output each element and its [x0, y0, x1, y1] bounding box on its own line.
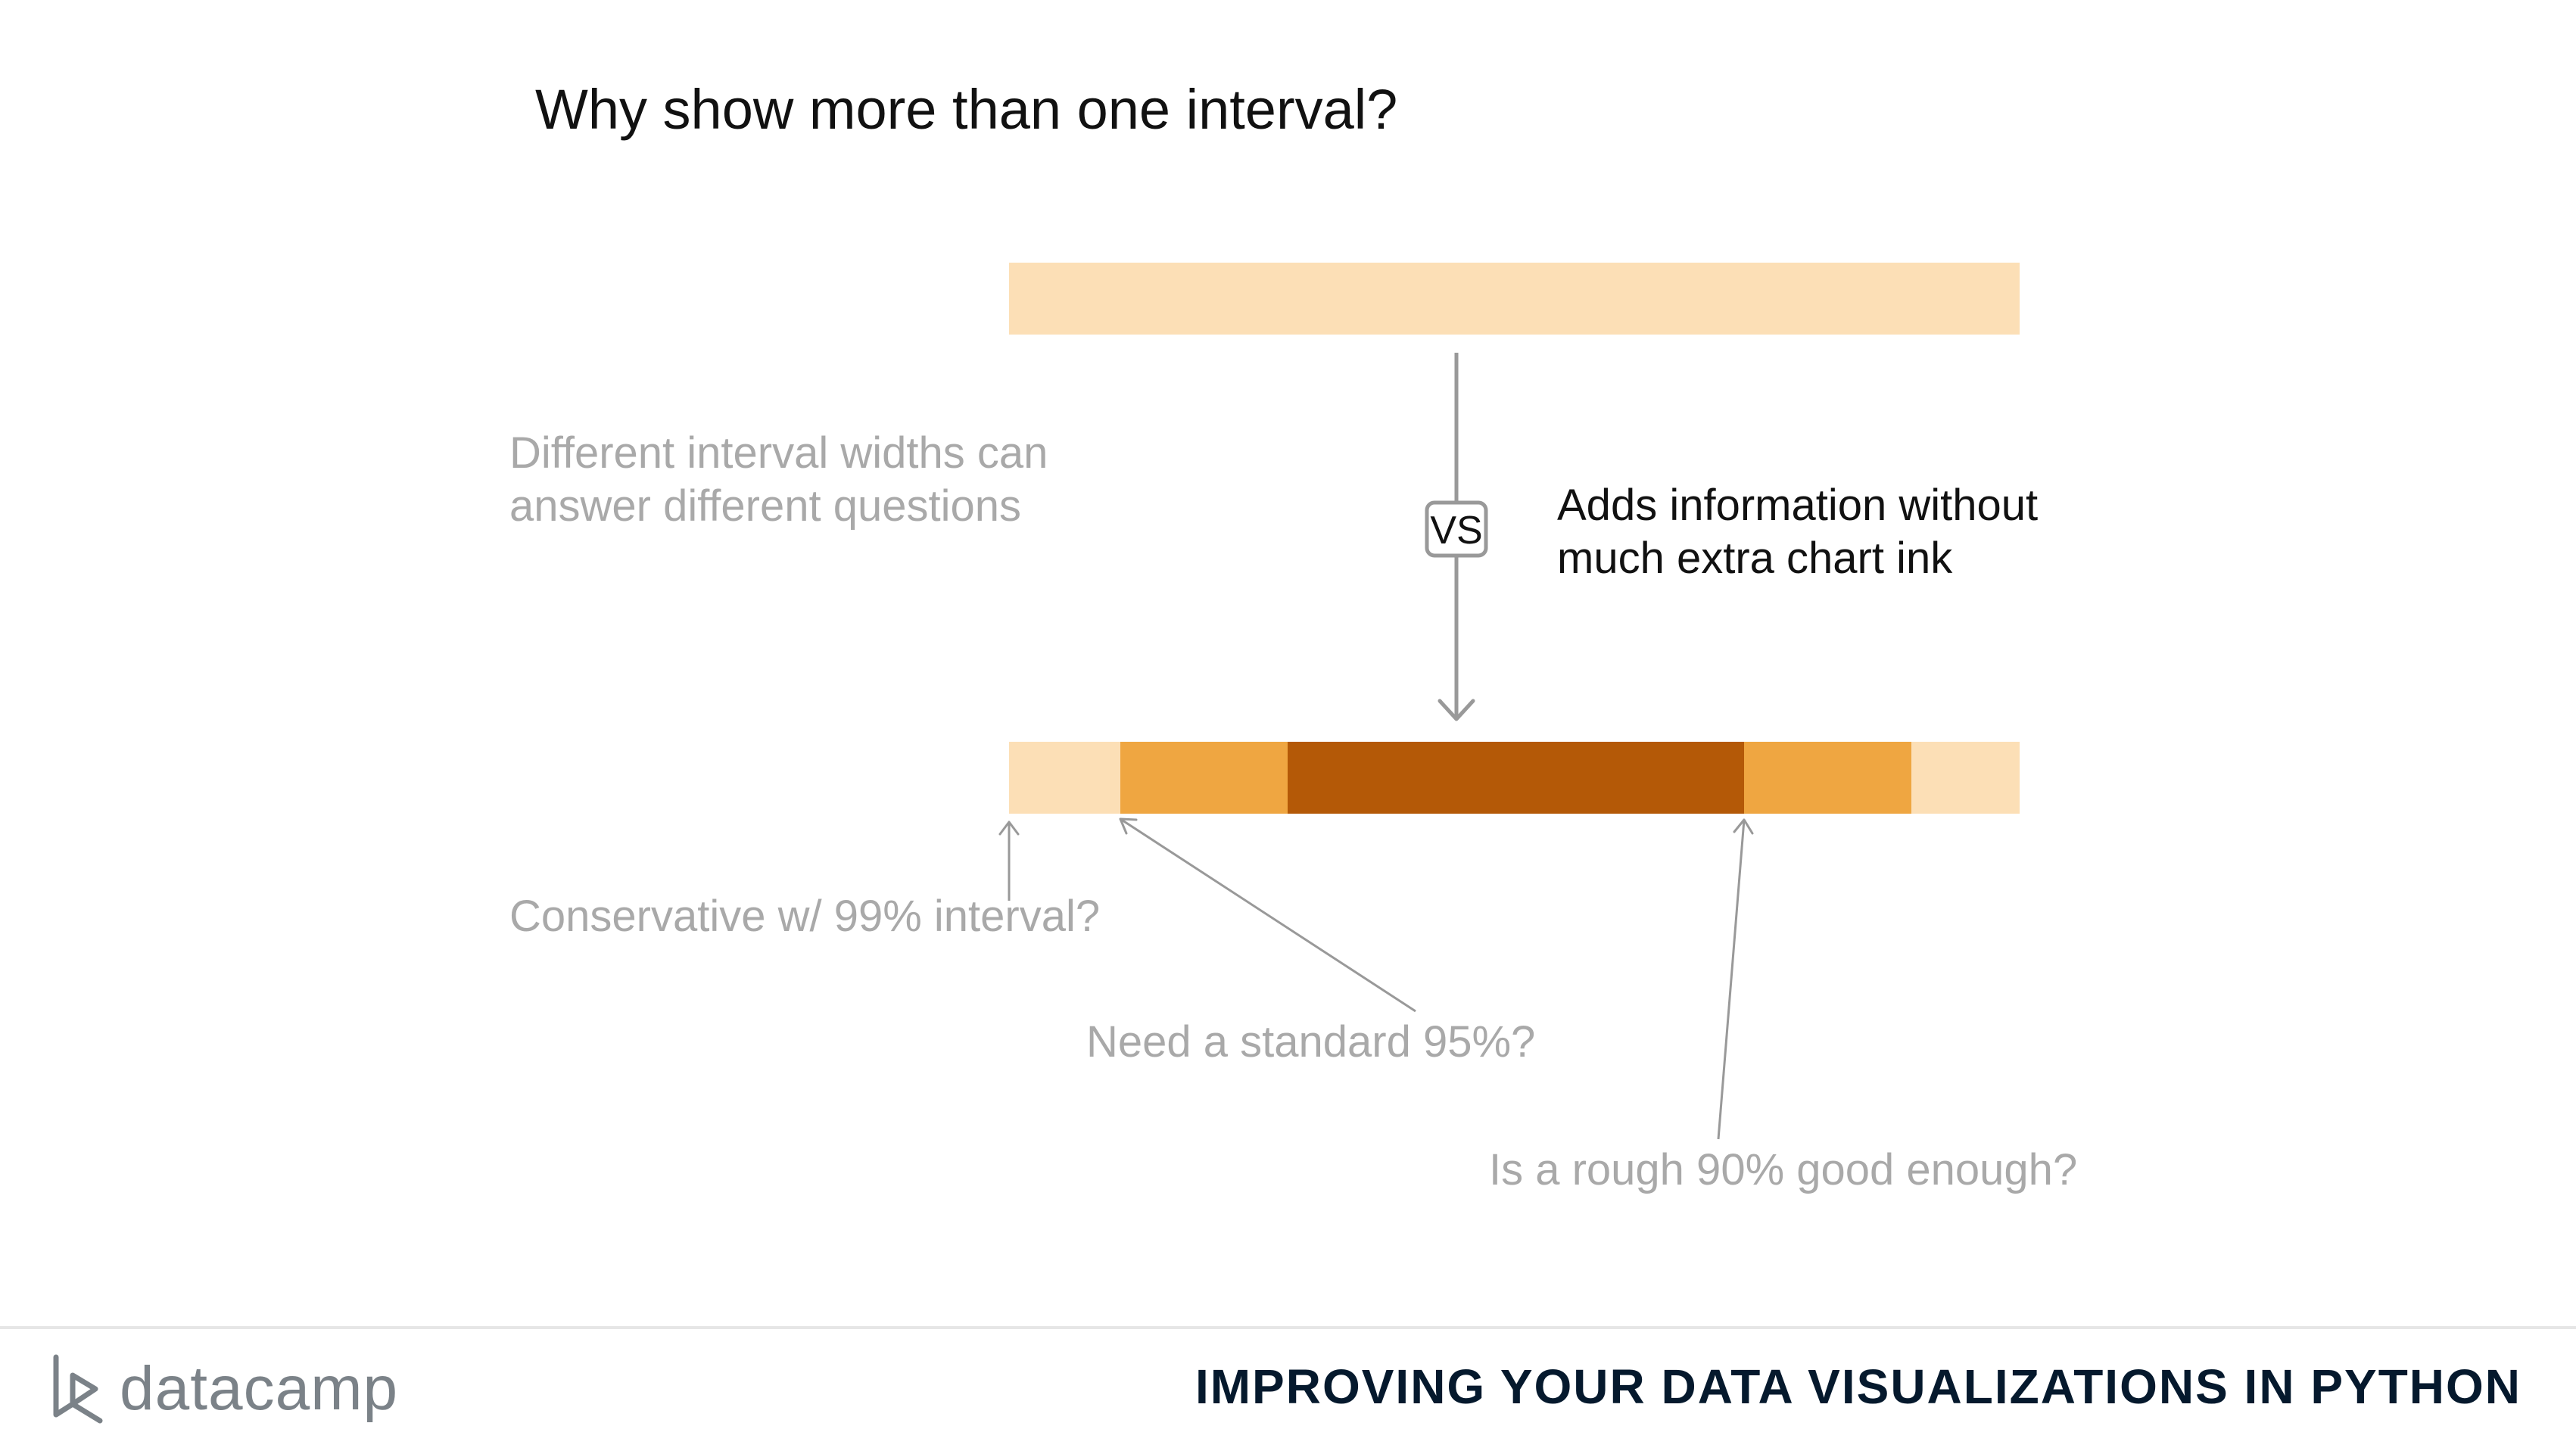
- single-interval-bar: [1009, 263, 2020, 335]
- annotation-arrow-99: [998, 820, 1020, 901]
- left-note-line-2: answer different questions: [509, 481, 1022, 531]
- vs-box: [1425, 500, 1488, 558]
- interval-95-right: [1744, 742, 1911, 814]
- slide-title: Why show more than one interval?: [535, 78, 1398, 141]
- annotation-arrow-95: [1119, 817, 1416, 1013]
- right-note-line-1: Adds information without: [1557, 481, 2039, 530]
- left-note-line-1: Different interval widths can: [509, 428, 1048, 478]
- right-note: Adds information without much extra char…: [1557, 479, 2038, 585]
- right-note-line-2: much extra chart ink: [1557, 534, 1953, 583]
- multi-interval-bar: [1009, 742, 2020, 814]
- footer-divider: [0, 1326, 2576, 1329]
- annotation-95: Need a standard 95%?: [1086, 1017, 1536, 1066]
- datacamp-logo-icon: [53, 1354, 103, 1424]
- course-title: IMPROVING YOUR DATA VISUALIZATIONS IN PY…: [1195, 1359, 2521, 1414]
- vs-label: VS: [1430, 509, 1482, 553]
- logo-text: datacamp: [120, 1354, 399, 1423]
- interval-90: [1288, 742, 1744, 814]
- interval-95-left: [1120, 742, 1288, 814]
- datacamp-logo: datacamp: [50, 1347, 398, 1431]
- annotation-99: Conservative w/ 99% interval?: [509, 892, 1101, 941]
- left-note: Different interval widths can answer dif…: [509, 427, 1048, 533]
- annotation-arrow-90: [1717, 818, 1754, 1140]
- down-arrow-head: [1438, 699, 1475, 721]
- annotation-90: Is a rough 90% good enough?: [1489, 1145, 2078, 1194]
- interval-99-left: [1009, 742, 1120, 814]
- interval-99-right: [1911, 742, 2020, 814]
